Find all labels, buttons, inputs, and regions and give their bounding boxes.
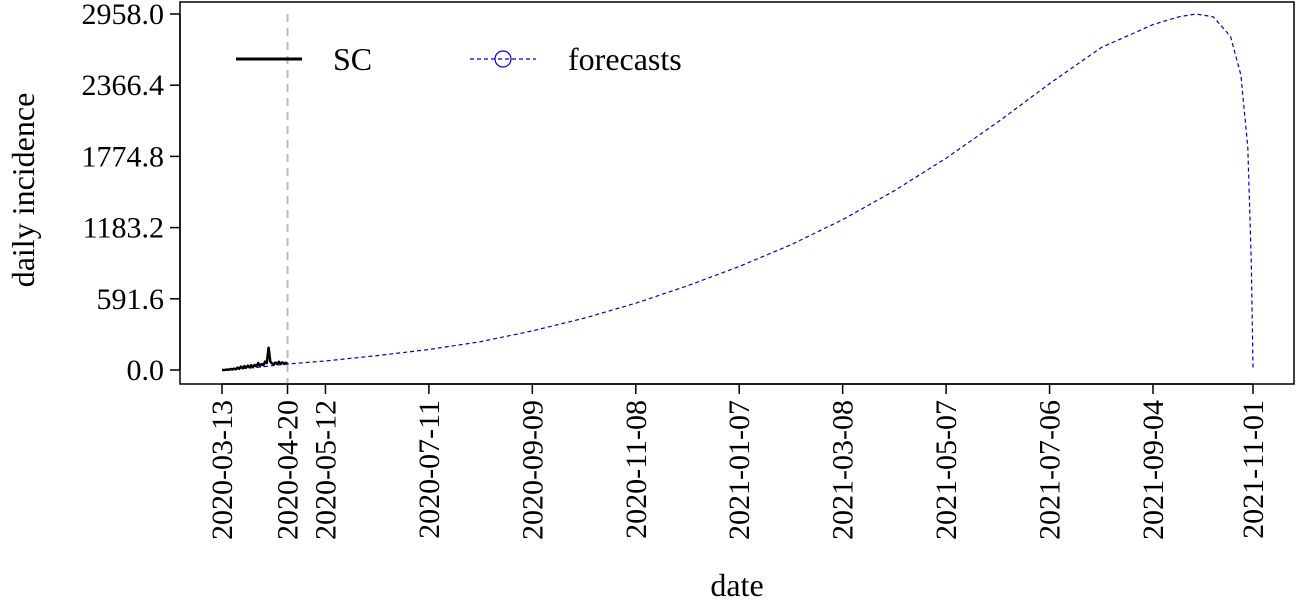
x-tick-label: 2021-01-07 (723, 400, 756, 540)
legend-sc-label: SC (333, 41, 372, 77)
x-tick-label: 2021-03-08 (827, 400, 860, 540)
x-tick-label: 2020-03-13 (206, 400, 239, 540)
series-sc-line (221, 346, 288, 372)
x-tick-label: 2021-07-06 (1034, 400, 1067, 540)
y-axis: 0.0 591.6 1183.2 1774.8 2366.4 2958.0 (82, 0, 181, 387)
y-tick-label: 1774.8 (82, 140, 165, 173)
x-tick-label: 2020-07-11 (413, 400, 446, 539)
x-tick-label: 2020-05-12 (309, 400, 342, 540)
y-axis-title: daily incidence (5, 93, 41, 288)
y-tick-label: 1183.2 (83, 212, 164, 245)
x-axis: 2020-03-13 2020-04-20 2020-05-12 2020-07-11… (206, 383, 1270, 540)
series-forecasts-line (221, 13, 1254, 371)
y-tick-label: 591.6 (97, 283, 165, 316)
x-tick-label: 2020-11-08 (620, 400, 653, 539)
y-tick-label: 2958.0 (82, 0, 165, 31)
x-tick-label: 2020-04-20 (272, 400, 305, 540)
legend: SC forecasts (236, 41, 682, 77)
legend-forecasts-marker (494, 50, 512, 68)
x-tick-label: 2021-09-04 (1137, 400, 1170, 540)
x-tick-label: 2021-05-07 (930, 400, 963, 540)
x-tick-label: 2021-11-01 (1237, 400, 1270, 539)
y-tick-label: 2366.4 (82, 69, 165, 102)
x-tick-label: 2020-09-09 (516, 400, 549, 540)
legend-forecasts-label: forecasts (568, 41, 682, 77)
series-layer (221, 13, 1254, 372)
x-axis-title: date (710, 567, 763, 600)
y-tick-label: 0.0 (127, 354, 165, 387)
